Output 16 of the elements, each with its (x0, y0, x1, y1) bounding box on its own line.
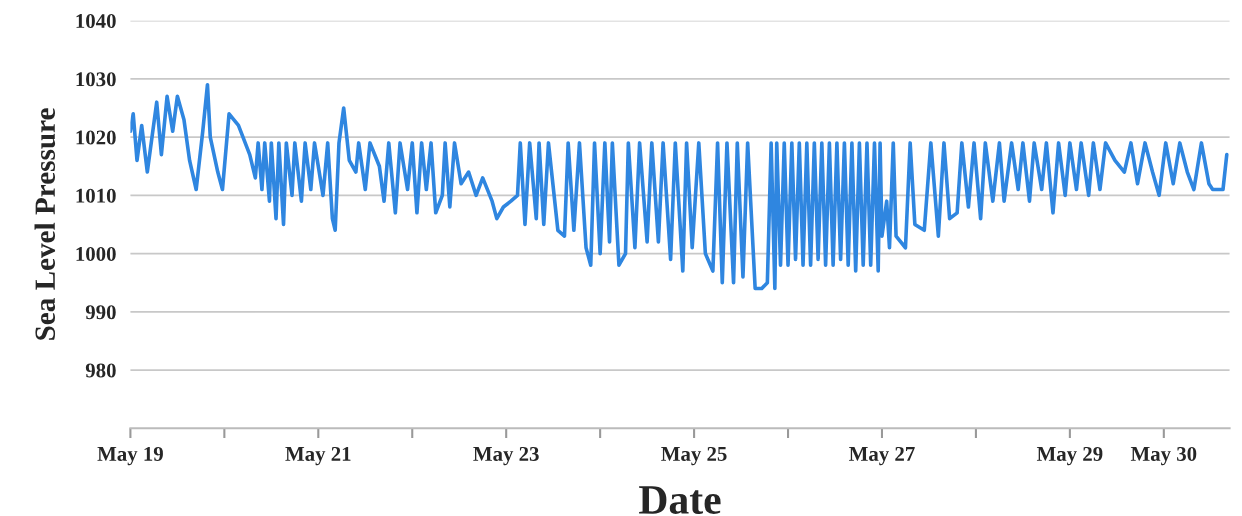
y-tick-label: 1010 (76, 188, 116, 203)
y-tick-label: 990 (85, 305, 116, 320)
x-tick-label: May 19 (97, 446, 163, 466)
x-tick-label: May 29 (1036, 446, 1103, 466)
x-axis-title: Date (639, 486, 721, 514)
y-tick-label: 1000 (76, 246, 116, 262)
x-tick-label: May 23 (473, 446, 539, 466)
x-tick-label: May 30 (1130, 446, 1197, 466)
x-tick-label: May 27 (849, 446, 915, 466)
y-axis-title: Sea Level Pressure (34, 108, 56, 340)
x-tick-label: May 25 (661, 446, 727, 466)
y-tick-label: 1040 (76, 14, 116, 29)
y-tick-label: 1020 (76, 130, 116, 145)
y-tick-label: 980 (85, 363, 116, 378)
y-tick-label: 1030 (76, 72, 116, 87)
x-tick-label: May 21 (285, 446, 351, 466)
